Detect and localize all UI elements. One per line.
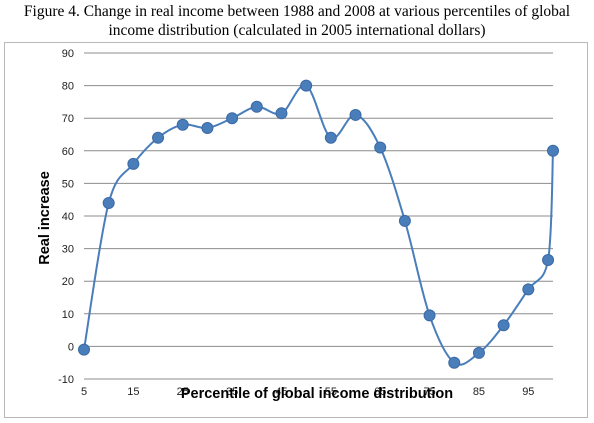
x-tick-label: 45 <box>275 386 287 398</box>
x-tick-label: 65 <box>374 386 386 398</box>
data-point <box>497 319 510 332</box>
data-point <box>448 356 461 369</box>
x-tick-labels: 5 15 25 35 45 55 65 75 85 95 <box>81 386 535 398</box>
y-tick-label: -10 <box>58 374 74 386</box>
data-point <box>300 79 313 92</box>
x-axis-label: Percentile of global income distribution <box>181 386 453 402</box>
data-point <box>176 118 189 131</box>
y-tick-label: 90 <box>62 48 74 60</box>
data-point <box>275 107 288 120</box>
series-line <box>83 84 554 366</box>
y-tick-label: 0 <box>68 341 74 353</box>
data-point <box>349 108 362 121</box>
chart-area <box>4 42 588 418</box>
y-axis-label: Real increase <box>37 171 53 265</box>
data-point <box>522 283 535 296</box>
data-point <box>201 121 214 134</box>
y-tick-label: 60 <box>62 146 74 158</box>
figure-title-line-2: income distribution (calculated in 2005 … <box>108 22 486 39</box>
x-tick-label: 15 <box>127 386 139 398</box>
data-point <box>423 309 436 322</box>
y-tick-label: 30 <box>62 244 74 256</box>
y-tick-label: 40 <box>62 211 74 223</box>
data-point <box>398 214 411 227</box>
x-tick-label: 25 <box>177 386 189 398</box>
data-point <box>547 144 559 157</box>
x-tick-label: 75 <box>423 386 435 398</box>
x-tick-label: 5 <box>81 386 87 398</box>
data-point <box>78 343 90 356</box>
x-tick-label: 35 <box>226 386 238 398</box>
y-tick-label: 20 <box>62 276 74 288</box>
data-point <box>374 141 387 154</box>
x-tick-label: 55 <box>325 386 337 398</box>
x-tick-label: 85 <box>473 386 485 398</box>
data-point <box>127 157 140 170</box>
x-tick-label: 95 <box>522 386 534 398</box>
y-tick-label: 80 <box>62 81 74 93</box>
data-points <box>78 79 559 369</box>
data-point <box>542 254 555 267</box>
y-tick-label: 10 <box>62 309 74 321</box>
data-point <box>324 131 337 144</box>
data-point <box>226 112 239 125</box>
y-tick-label: 50 <box>62 178 74 190</box>
data-point <box>250 100 263 113</box>
data-point <box>102 196 115 209</box>
data-point <box>472 346 485 359</box>
y-tick-labels: -10 0 10 20 30 40 50 60 70 80 90 <box>58 48 74 386</box>
figure-title: Figure 4. Change in real income between … <box>0 2 594 40</box>
y-tick-label: 70 <box>62 113 74 125</box>
data-point <box>152 131 165 144</box>
figure-title-line-1: Figure 4. Change in real income between … <box>23 3 571 20</box>
grid-lines <box>84 52 553 380</box>
